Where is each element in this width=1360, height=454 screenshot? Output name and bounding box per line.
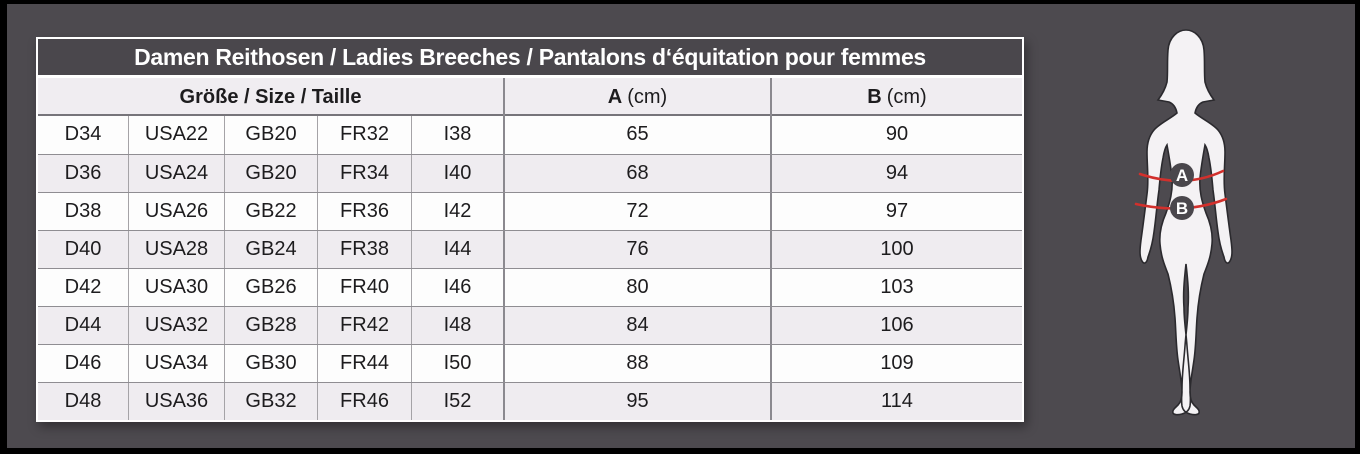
size-cell-usa: USA22: [129, 116, 225, 154]
badge-b-circle: [1170, 196, 1194, 220]
size-cell-gb: GB28: [225, 307, 318, 344]
size-cell-fr: FR44: [318, 345, 412, 382]
measurement-b-cell: 114: [770, 383, 1022, 420]
size-cell-d: D46: [38, 345, 129, 382]
size-cell-fr: FR36: [318, 193, 412, 230]
size-cell-gb: GB30: [225, 345, 318, 382]
female-silhouette-graphic: A B: [1134, 29, 1233, 416]
table-row: D36 USA24 GB20 FR34 I40 68 94: [38, 154, 1022, 192]
size-cell-usa: USA36: [129, 383, 225, 420]
size-cell-i: I42: [443, 200, 472, 222]
measurement-a-cell: 68: [503, 155, 770, 192]
size-cell-gb: GB24: [225, 231, 318, 268]
measurement-figure: A B: [1128, 28, 1244, 422]
size-cell-fr: FR32: [318, 116, 412, 154]
size-cell-d: D34: [38, 116, 129, 154]
measurement-a-cell: 84: [503, 307, 770, 344]
size-cell-usa: USA24: [129, 155, 225, 192]
table-row: D44 USA32 GB28 FR42 I48 84 106: [38, 306, 1022, 344]
header-b-column: B (cm): [770, 78, 1022, 116]
size-cell-i: I48: [443, 314, 472, 336]
badge-a-circle: [1170, 163, 1194, 187]
size-cell-fr: FR34: [318, 155, 412, 192]
size-cell-usa: USA30: [129, 269, 225, 306]
size-cell-fr: FR46: [318, 383, 412, 420]
measurement-a-cell: 72: [503, 193, 770, 230]
size-cell-usa: USA28: [129, 231, 225, 268]
size-cell-i: I52: [443, 390, 472, 412]
size-chart-table: Damen Reithosen / Ladies Breeches / Pant…: [36, 37, 1024, 422]
size-cell-gb: GB20: [225, 155, 318, 192]
table-row: D34 USA22 GB20 FR32 I38 65 90: [38, 116, 1022, 154]
size-cell-usa: USA26: [129, 193, 225, 230]
size-cell-i: I38: [443, 123, 472, 145]
measurement-b-cell: 97: [770, 193, 1022, 230]
size-cell-gb: GB32: [225, 383, 318, 420]
measurement-a-cell: 76: [503, 231, 770, 268]
size-cell-d: D36: [38, 155, 129, 192]
measurement-b-cell: 94: [770, 155, 1022, 192]
measurement-a-cell: 80: [503, 269, 770, 306]
header-b-label: B: [867, 86, 882, 108]
table-title: Damen Reithosen / Ladies Breeches / Pant…: [38, 39, 1022, 78]
header-a-label: A: [607, 86, 623, 108]
size-cell-gb: GB26: [225, 269, 318, 306]
header-a-column: A (cm): [503, 78, 770, 116]
size-cell-gb: GB22: [225, 193, 318, 230]
size-cell-i: I44: [443, 238, 472, 260]
size-cell-d: D38: [38, 193, 129, 230]
size-cell-i: I50: [443, 352, 472, 374]
size-cell-fr: FR40: [318, 269, 412, 306]
size-cell-usa: USA32: [129, 307, 225, 344]
table-row: D42 USA30 GB26 FR40 I46 80 103: [38, 268, 1022, 306]
measurement-b-cell: 109: [770, 345, 1022, 382]
badge-a-letter: A: [1176, 166, 1188, 185]
size-cell-d: D48: [38, 383, 129, 420]
measurement-a-cell: 95: [503, 383, 770, 420]
size-cell-gb: GB20: [225, 116, 318, 154]
header-a-unit: (cm): [627, 86, 668, 108]
table-row: D40 USA28 GB24 FR38 I44 76 100: [38, 230, 1022, 268]
measurement-b-cell: 103: [770, 269, 1022, 306]
badge-b-letter: B: [1176, 199, 1188, 218]
size-cell-d: D42: [38, 269, 129, 306]
measurement-a-cell: 88: [503, 345, 770, 382]
size-cell-d: D44: [38, 307, 129, 344]
table-row: D38 USA26 GB22 FR36 I42 72 97: [38, 192, 1022, 230]
size-table-body: D34 USA22 GB20 FR32 I38 65 90 D36 USA24 …: [38, 116, 1022, 420]
measurement-a-cell: 65: [503, 116, 770, 154]
measurement-b-cell: 100: [770, 231, 1022, 268]
table-header-row: Größe / Size / Taille A (cm) B (cm): [38, 78, 1022, 116]
header-size-label: Größe / Size / Taille: [179, 86, 362, 108]
table-row: D46 USA34 GB30 FR44 I50 88 109: [38, 344, 1022, 382]
measurement-b-cell: 90: [770, 116, 1022, 154]
size-cell-i: I40: [443, 162, 472, 184]
header-b-unit: (cm): [886, 86, 927, 108]
table-row: D48 USA36 GB32 FR46 I52 95 114: [38, 382, 1022, 420]
size-cell-fr: FR42: [318, 307, 412, 344]
female-silhouette-shape: [1139, 29, 1233, 416]
size-cell-usa: USA34: [129, 345, 225, 382]
measurement-b-cell: 106: [770, 307, 1022, 344]
size-cell-fr: FR38: [318, 231, 412, 268]
size-cell-i: I46: [443, 276, 472, 298]
size-cell-d: D40: [38, 231, 129, 268]
